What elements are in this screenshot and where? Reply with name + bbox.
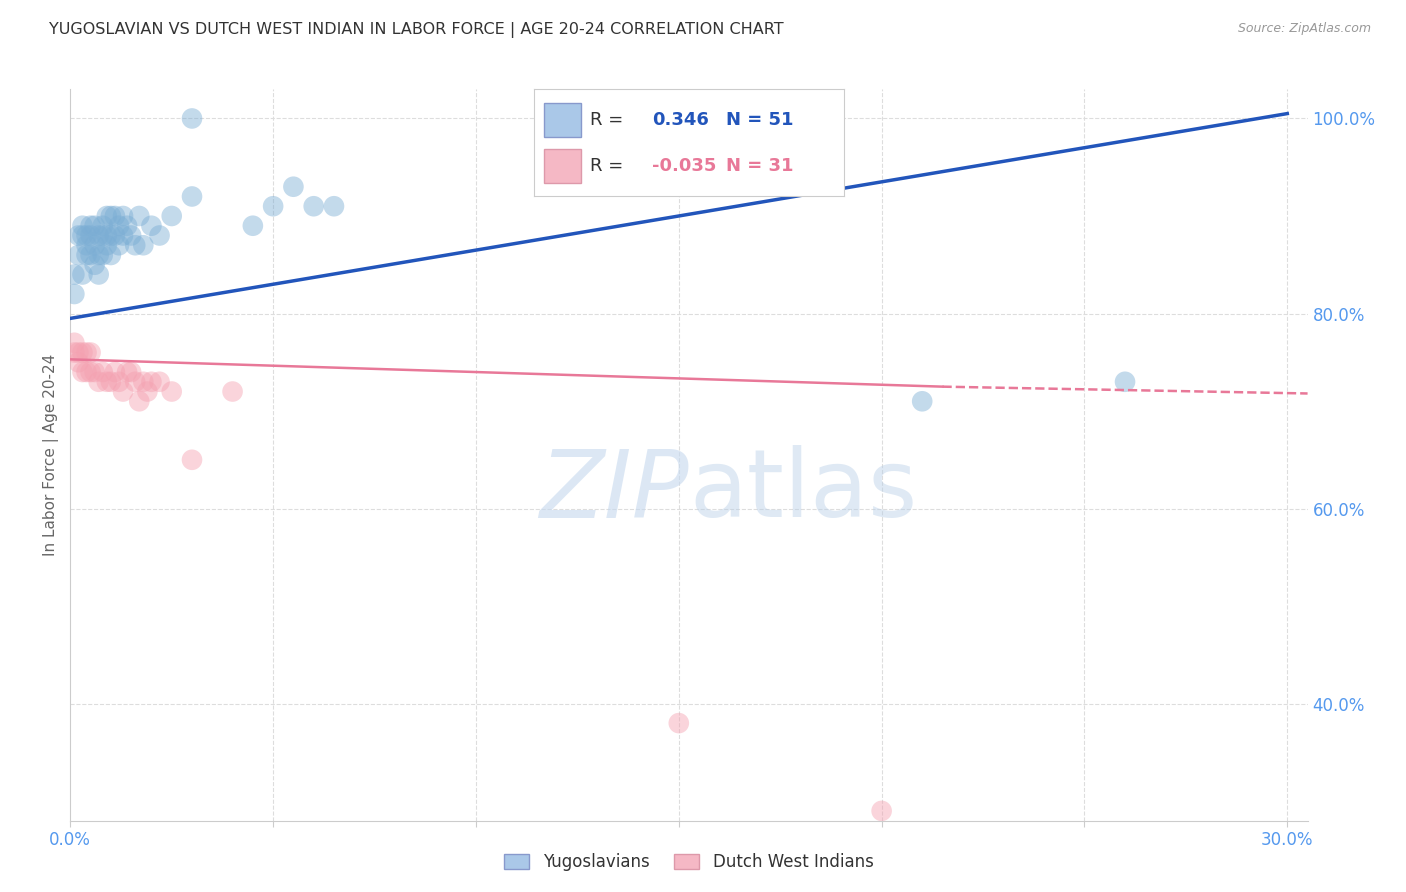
Point xyxy=(136,384,159,399)
Point xyxy=(67,355,90,369)
Point xyxy=(87,228,110,243)
Point xyxy=(72,219,94,233)
Point xyxy=(160,384,183,399)
FancyBboxPatch shape xyxy=(544,149,581,184)
Point xyxy=(115,219,138,233)
Point xyxy=(91,248,114,262)
Point xyxy=(141,375,163,389)
Text: Source: ZipAtlas.com: Source: ZipAtlas.com xyxy=(1237,22,1371,36)
Point xyxy=(108,375,131,389)
Point xyxy=(181,452,204,467)
Point xyxy=(100,375,122,389)
Text: N = 31: N = 31 xyxy=(725,157,793,175)
Point xyxy=(108,238,131,252)
Text: R =: R = xyxy=(591,112,623,129)
Point xyxy=(76,228,98,243)
Point xyxy=(79,228,101,243)
Point xyxy=(96,228,118,243)
Legend: Yugoslavians, Dutch West Indians: Yugoslavians, Dutch West Indians xyxy=(498,847,880,878)
Point xyxy=(87,268,110,282)
Point xyxy=(112,384,135,399)
Point xyxy=(104,209,127,223)
Point xyxy=(83,238,105,252)
Point xyxy=(132,238,155,252)
Point xyxy=(128,209,150,223)
Point xyxy=(87,375,110,389)
Point xyxy=(76,238,98,252)
Text: R =: R = xyxy=(591,157,623,175)
Point xyxy=(67,228,90,243)
Point xyxy=(79,248,101,262)
Point xyxy=(262,199,284,213)
Point xyxy=(128,394,150,409)
Point xyxy=(668,716,690,731)
Y-axis label: In Labor Force | Age 20-24: In Labor Force | Age 20-24 xyxy=(44,354,59,556)
Point xyxy=(79,345,101,359)
Point xyxy=(104,365,127,379)
Point xyxy=(115,365,138,379)
Point xyxy=(242,219,264,233)
Point xyxy=(87,248,110,262)
Point xyxy=(141,219,163,233)
FancyBboxPatch shape xyxy=(544,103,581,137)
Point xyxy=(67,345,90,359)
Point xyxy=(132,375,155,389)
Point xyxy=(112,228,135,243)
Point xyxy=(96,238,118,252)
Point xyxy=(283,179,305,194)
Point xyxy=(72,365,94,379)
Point xyxy=(148,228,170,243)
Point xyxy=(112,209,135,223)
Point xyxy=(67,248,90,262)
Point xyxy=(124,238,146,252)
Point xyxy=(120,365,142,379)
Point xyxy=(96,209,118,223)
Point xyxy=(83,219,105,233)
Point xyxy=(79,365,101,379)
Point xyxy=(91,228,114,243)
Point xyxy=(72,268,94,282)
Point xyxy=(1114,375,1136,389)
Point xyxy=(104,228,127,243)
Point xyxy=(83,365,105,379)
Text: atlas: atlas xyxy=(689,445,917,538)
Point xyxy=(63,268,86,282)
Point xyxy=(76,345,98,359)
Point xyxy=(148,375,170,389)
Text: -0.035: -0.035 xyxy=(652,157,716,175)
Point xyxy=(83,258,105,272)
Point xyxy=(302,199,325,213)
Point xyxy=(911,394,934,409)
Point xyxy=(72,345,94,359)
Point xyxy=(91,365,114,379)
Point xyxy=(108,219,131,233)
Point xyxy=(63,345,86,359)
Point xyxy=(100,209,122,223)
Point xyxy=(870,804,893,818)
Point xyxy=(221,384,243,399)
Point xyxy=(100,228,122,243)
Text: 0.346: 0.346 xyxy=(652,112,709,129)
Point xyxy=(63,335,86,350)
Point xyxy=(72,228,94,243)
Point xyxy=(76,248,98,262)
Text: ZIP: ZIP xyxy=(540,446,689,537)
Point xyxy=(100,248,122,262)
Text: N = 51: N = 51 xyxy=(725,112,793,129)
Point xyxy=(160,209,183,223)
Point xyxy=(96,375,118,389)
Point xyxy=(323,199,346,213)
Point xyxy=(181,189,204,203)
Point xyxy=(124,375,146,389)
Point xyxy=(63,287,86,301)
Point xyxy=(181,112,204,126)
Point xyxy=(79,219,101,233)
Point xyxy=(120,228,142,243)
Text: YUGOSLAVIAN VS DUTCH WEST INDIAN IN LABOR FORCE | AGE 20-24 CORRELATION CHART: YUGOSLAVIAN VS DUTCH WEST INDIAN IN LABO… xyxy=(49,22,783,38)
Point xyxy=(76,365,98,379)
Point xyxy=(91,219,114,233)
